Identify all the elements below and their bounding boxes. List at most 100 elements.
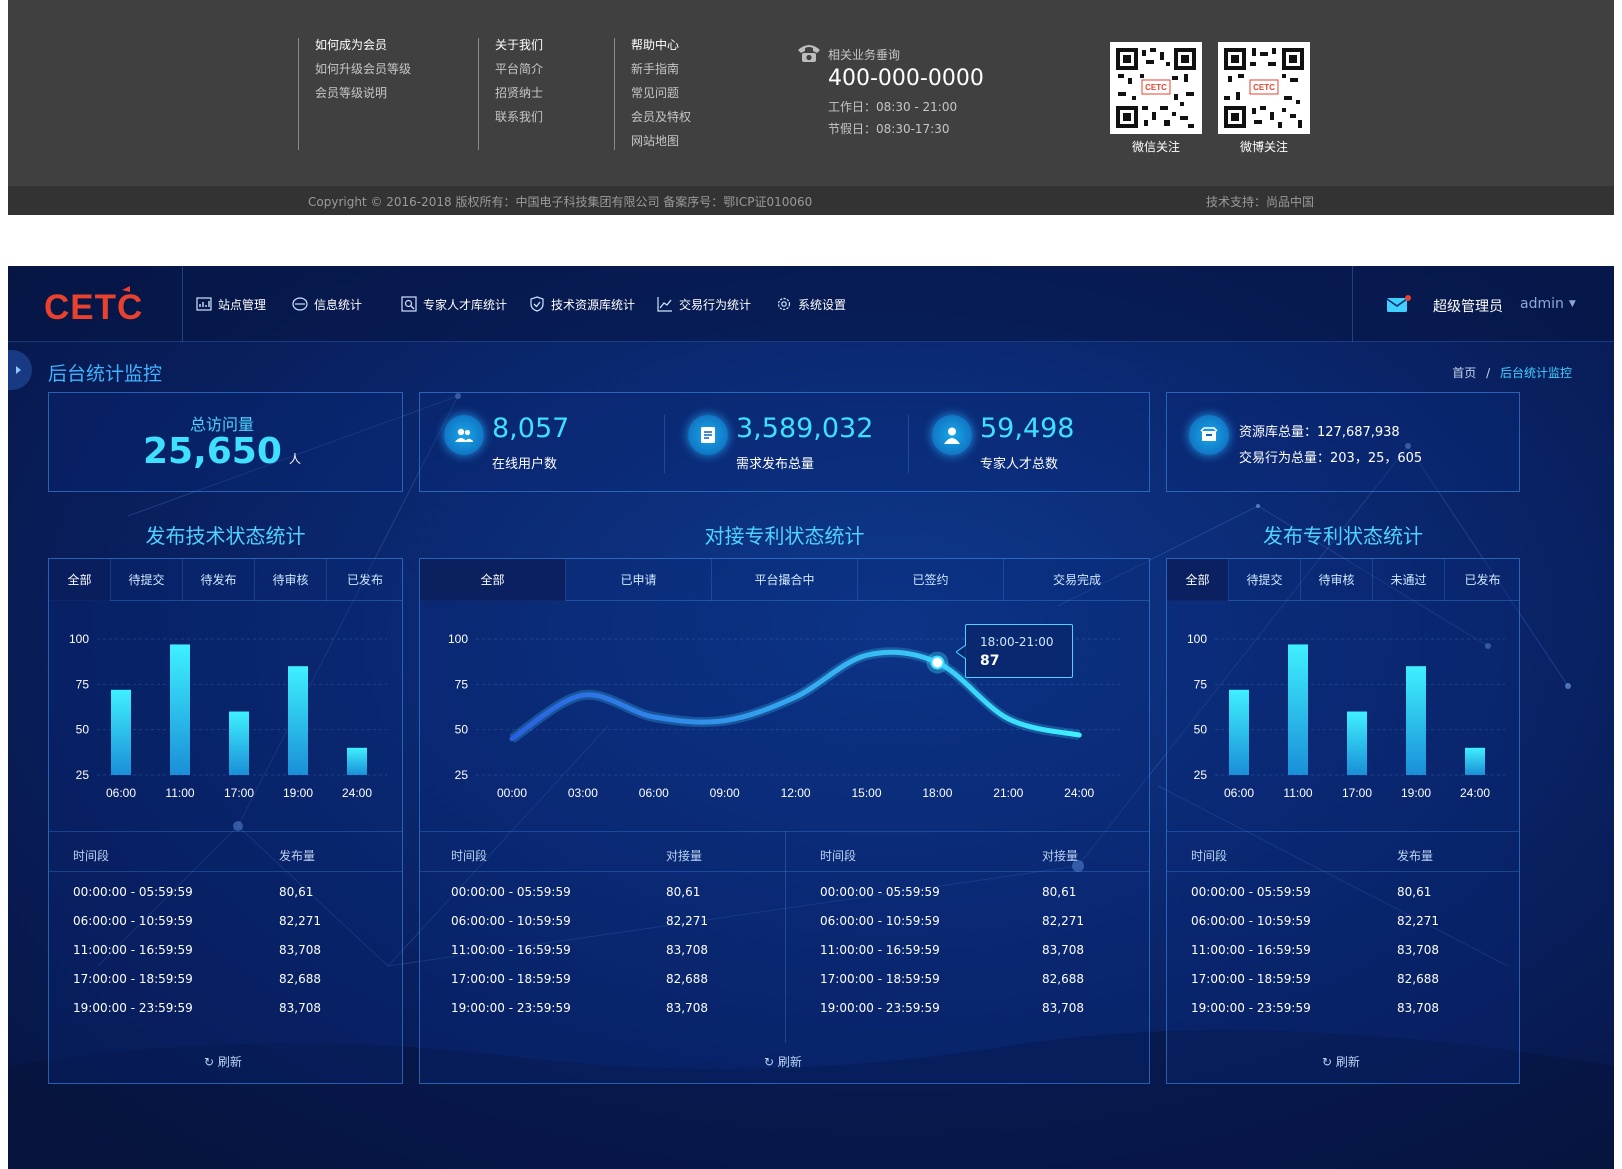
mail-icon[interactable]: [1386, 294, 1412, 314]
tab-published[interactable]: 已发布: [1464, 573, 1501, 587]
table-cell-count: 80,61: [666, 885, 701, 899]
footer-link[interactable]: 新手指南: [631, 62, 680, 76]
tab-matching[interactable]: 平台撮合中: [712, 559, 858, 601]
x-tick-label: 24:00: [1460, 786, 1490, 800]
y-tick-label: 100: [448, 632, 468, 646]
x-tick-label: 19:00: [283, 786, 313, 800]
nav-system-settings[interactable]: 系统设置: [776, 295, 846, 315]
table-cell-count: 83,708: [279, 943, 321, 957]
bar[interactable]: [1229, 689, 1249, 775]
refresh-button[interactable]: ↻ 刷新: [764, 1053, 802, 1070]
nav-tech-resource-statistics[interactable]: 技术资源库统计: [529, 295, 635, 315]
x-tick-label: 03:00: [568, 786, 598, 800]
svg-text:CETC: CETC: [44, 288, 143, 326]
tab-all[interactable]: 全部: [49, 559, 111, 601]
nav-transaction-statistics[interactable]: 交易行为统计: [657, 295, 751, 315]
footer-link[interactable]: 会员等级说明: [315, 86, 388, 100]
footer-link[interactable]: 招贤纳士: [495, 86, 544, 100]
table-divider: [420, 831, 1149, 832]
footer-link[interactable]: 常见问题: [631, 86, 680, 100]
tab-published[interactable]: 已发布: [346, 573, 383, 587]
footer-link[interactable]: 会员及特权: [631, 110, 692, 124]
table-cell-count: 83,708: [1397, 943, 1439, 957]
table-cell-count: 82,688: [1397, 972, 1439, 986]
x-tick-label: 06:00: [639, 786, 669, 800]
x-tick-label: 17:00: [1342, 786, 1372, 800]
table-cell-count: 83,708: [1042, 1001, 1084, 1015]
table-cell-time: 11:00:00 - 16:59:59: [1191, 943, 1311, 957]
bar[interactable]: [1347, 711, 1367, 775]
footer-link[interactable]: 平台简介: [495, 62, 544, 76]
table-cell-count: 82,688: [1042, 972, 1084, 986]
nav-label: 系统设置: [798, 298, 847, 312]
experts-total-value: 59,498: [980, 413, 1075, 444]
table-divider: [49, 871, 402, 872]
tab-pending-submit[interactable]: 待提交: [1229, 559, 1301, 601]
tab-pending-review[interactable]: 待审核: [1301, 559, 1373, 601]
table-cell-count: 80,61: [279, 885, 314, 899]
table-header-time: 时间段: [451, 849, 488, 863]
cetc-logo[interactable]: CETC: [44, 286, 154, 326]
y-tick-label: 50: [76, 723, 90, 737]
footer-link[interactable]: 网站地图: [631, 134, 680, 148]
expert-icon: [401, 296, 417, 312]
bar[interactable]: [111, 689, 131, 775]
series-line[interactable]: [509, 649, 1082, 742]
tab-all[interactable]: 全部: [1167, 559, 1229, 601]
bar[interactable]: [347, 747, 367, 775]
nav-info-statistics[interactable]: 信息统计: [292, 295, 362, 315]
right-section-title: 发布专利状态统计: [1263, 524, 1423, 548]
weibo-qr-code: CETC: [1218, 42, 1310, 134]
nav-label: 信息统计: [314, 298, 363, 312]
x-tick-label: 00:00: [497, 786, 527, 800]
y-tick-label: 100: [69, 632, 89, 646]
table-divider: [420, 871, 1149, 872]
x-tick-label: 12:00: [781, 786, 811, 800]
tab-signed[interactable]: 已签约: [858, 559, 1004, 601]
footer-link[interactable]: 联系我们: [495, 110, 544, 124]
table-cell-time: 00:00:00 - 05:59:59: [820, 885, 940, 899]
table-cell-time: 11:00:00 - 16:59:59: [451, 943, 571, 957]
refresh-button[interactable]: ↻ 刷新: [1322, 1053, 1360, 1070]
nav-divider: [182, 266, 183, 342]
bar[interactable]: [288, 666, 308, 775]
user-menu-dropdown[interactable]: admin ▼: [1520, 296, 1576, 312]
refresh-label: 刷新: [777, 1055, 802, 1069]
gear-icon: [777, 297, 791, 311]
bar[interactable]: [229, 711, 249, 775]
table-cell-count: 80,61: [1397, 885, 1432, 899]
bar[interactable]: [1288, 644, 1308, 775]
y-tick-label: 75: [76, 677, 90, 691]
tab-completed[interactable]: 交易完成: [1052, 573, 1101, 587]
highlight-point[interactable]: [930, 655, 945, 670]
table-cell-count: 83,708: [279, 1001, 321, 1015]
nav-site-management[interactable]: 站点管理: [196, 295, 266, 315]
patent-matching-panel: 全部 已申请 平台撮合中 已签约 交易完成 100 75 50 25 00:00 03:0…: [419, 558, 1150, 1084]
refresh-button[interactable]: ↻ 刷新: [204, 1053, 242, 1070]
resource-stats-card: 资源库总量：127,687,938 交易行为总量：203，25，605: [1166, 392, 1520, 492]
background-network-decoration: [8, 393, 1614, 1169]
sidebar-toggle-button[interactable]: [8, 350, 32, 390]
y-tick-label: 100: [1187, 632, 1207, 646]
table-header-time: 时间段: [73, 849, 110, 863]
site-footer: 如何成为会员 如何升级会员等级 会员等级说明 关于我们 平台简介 招贤纳士 联系…: [8, 0, 1614, 215]
tab-pending-review[interactable]: 待审核: [255, 559, 327, 601]
tab-rejected[interactable]: 未通过: [1373, 559, 1445, 601]
table-cell-time: 11:00:00 - 16:59:59: [820, 943, 940, 957]
info-icon: [292, 297, 308, 311]
demand-total-label: 需求发布总量: [736, 457, 815, 472]
refresh-icon: ↻: [204, 1055, 218, 1069]
breadcrumb-home[interactable]: 首页: [1452, 366, 1477, 380]
patent-status-bar-chart: 100 75 50 25 06:00 11:00 17:00 19:00 24:00: [1187, 632, 1505, 800]
tab-all[interactable]: 全部: [420, 559, 566, 601]
table-cell-count: 83,708: [666, 1001, 708, 1015]
footer-link[interactable]: 如何升级会员等级: [315, 62, 412, 76]
tab-pending-submit[interactable]: 待提交: [111, 559, 183, 601]
tab-pending-publish[interactable]: 待发布: [183, 559, 255, 601]
nav-expert-statistics[interactable]: 专家人才库统计: [401, 295, 507, 315]
tab-applied[interactable]: 已申请: [566, 559, 712, 601]
bar[interactable]: [170, 644, 190, 775]
bar[interactable]: [1465, 747, 1485, 775]
bar[interactable]: [1406, 666, 1426, 775]
nav-label: 交易行为统计: [679, 298, 752, 312]
